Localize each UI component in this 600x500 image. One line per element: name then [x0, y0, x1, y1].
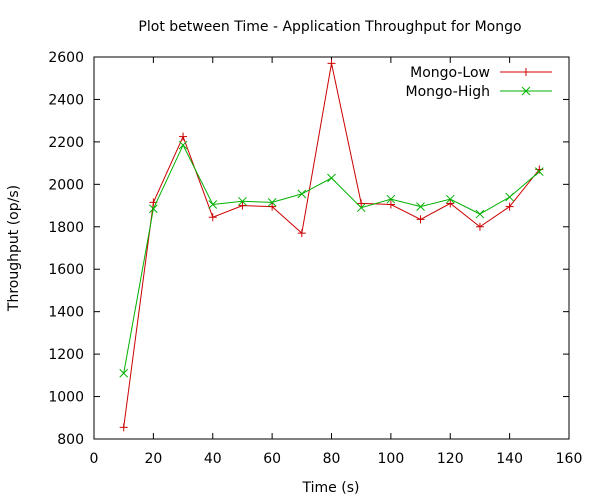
y-tick-label: 2000 — [48, 177, 84, 193]
y-axis-label: Throughput (op/s) — [6, 185, 22, 312]
legend-label-mongo-low: Mongo-Low — [410, 65, 490, 81]
axis-ticks: 0 20 40 60 80 100 120 140 160 800 1000 1200 1400 1600… — [48, 50, 582, 467]
data-point-mongo-low — [297, 229, 306, 238]
data-point-mongo-high — [386, 194, 396, 204]
data-point-mongo-low — [208, 213, 217, 222]
data-point-mongo-low — [475, 222, 484, 231]
chart-title: Plot between Time - Application Throughp… — [138, 19, 521, 35]
x-tick-label: 100 — [378, 451, 405, 467]
data-point-mongo-high — [416, 202, 425, 211]
y-tick-label: 1400 — [48, 305, 84, 321]
x-tick-label: 120 — [437, 451, 464, 467]
data-point-mongo-high — [356, 203, 366, 213]
data-point-mongo-low — [357, 199, 366, 208]
y-tick-label: 1800 — [48, 220, 84, 236]
y-tick-label: 2600 — [48, 50, 84, 66]
y-tick-label: 1000 — [48, 390, 84, 406]
y-tick-label: 1600 — [48, 262, 84, 278]
data-point-mongo-low — [446, 199, 455, 208]
data-point-mongo-low — [416, 215, 425, 224]
x-tick-label: 40 — [204, 451, 222, 467]
x-tick-label: 60 — [263, 451, 281, 467]
data-point-mongo-low — [238, 201, 247, 210]
data-point-mongo-high — [238, 196, 247, 206]
data-point-mongo-low — [505, 202, 514, 211]
series-line-mongo-high — [123, 143, 540, 374]
x-axis-label: Time (s) — [302, 480, 360, 496]
x-tick-label: 80 — [323, 451, 341, 467]
data-point-mongo-high — [297, 189, 307, 199]
data-point-mongo-low — [327, 59, 336, 68]
data-point-mongo-high — [119, 368, 129, 378]
series-layer — [119, 59, 544, 432]
x-tick-label: 140 — [496, 451, 523, 467]
data-point-mongo-high — [178, 140, 188, 150]
x-tick-label: 20 — [144, 451, 162, 467]
data-point-mongo-high — [149, 204, 158, 214]
y-tick-label: 2400 — [48, 92, 84, 108]
plot-frame — [93, 56, 570, 440]
data-point-mongo-high — [475, 209, 485, 219]
legend-marker-mongo-high — [521, 86, 531, 96]
legend-marker-mongo-low — [522, 68, 530, 76]
data-point-mongo-low — [179, 132, 188, 141]
data-point-mongo-high — [505, 192, 514, 202]
data-point-mongo-low — [386, 200, 395, 209]
data-point-mongo-high — [208, 200, 218, 209]
data-point-mongo-high — [534, 167, 544, 176]
y-tick-label: 800 — [57, 432, 84, 448]
x-tick-label: 160 — [556, 451, 583, 467]
x-tick-label: 0 — [90, 451, 99, 467]
y-tick-label: 2200 — [48, 135, 84, 151]
data-point-mongo-high — [267, 198, 277, 207]
legend-label-mongo-high: Mongo-High — [406, 84, 490, 100]
data-point-mongo-low — [119, 423, 128, 432]
data-point-mongo-high — [327, 173, 336, 183]
data-point-mongo-low — [268, 202, 277, 211]
series-line-mongo-low — [123, 63, 540, 428]
data-point-mongo-high — [445, 194, 455, 204]
y-tick-label: 1200 — [48, 347, 84, 363]
legend: Mongo-Low Mongo-High — [406, 65, 552, 100]
